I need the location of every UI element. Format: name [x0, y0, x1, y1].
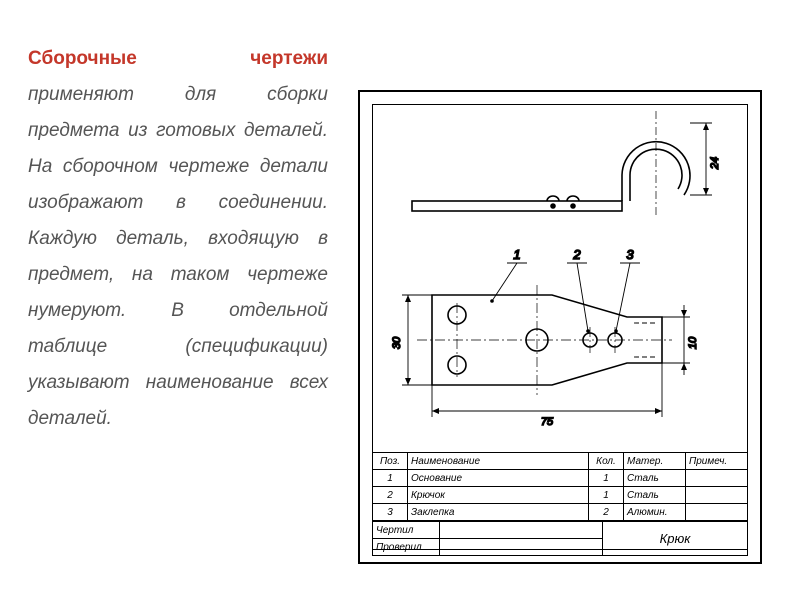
tb-checked: Проверил [373, 539, 440, 556]
body-text: применяют для сборки предмета из готовых… [28, 84, 328, 429]
leader-3: 3 [626, 247, 634, 262]
title-text: Сборочные чертежи [28, 48, 328, 69]
specification-block: Поз. Наименование Кол. Матер. Примеч. 1 … [372, 452, 748, 550]
spec-h-kol: Кол. [589, 453, 624, 470]
tb-name: Крюк [603, 522, 748, 556]
dim-24: 24 [709, 157, 721, 170]
spec-row: 1 Основание 1 Сталь [373, 470, 748, 487]
spec-h-mat: Матер. [624, 453, 686, 470]
leader-1: 1 [513, 247, 520, 262]
title-block: Чертил Крюк Проверил [372, 521, 748, 556]
spec-row: 3 Заклепка 2 Алюмин. [373, 504, 748, 521]
spec-h-pos: Поз. [373, 453, 408, 470]
leader-2: 2 [572, 247, 581, 262]
spec-h-prim: Примеч. [686, 453, 748, 470]
spec-h-name: Наименование [408, 453, 589, 470]
dim-75: 75 [541, 416, 554, 428]
spec-table: Поз. Наименование Кол. Матер. Примеч. 1 … [372, 452, 748, 521]
drawing-frame: 24 [358, 90, 762, 564]
dim-10: 10 [687, 336, 699, 349]
dim-30: 30 [391, 336, 403, 349]
spec-header-row: Поз. Наименование Кол. Матер. Примеч. [373, 453, 748, 470]
description-paragraph: Сборочные чертежи применяют для сборки п… [28, 41, 328, 437]
tb-drew: Чертил [373, 522, 440, 539]
drawing-svg: 24 [372, 104, 748, 452]
spec-row: 2 Крючок 1 Сталь [373, 487, 748, 504]
